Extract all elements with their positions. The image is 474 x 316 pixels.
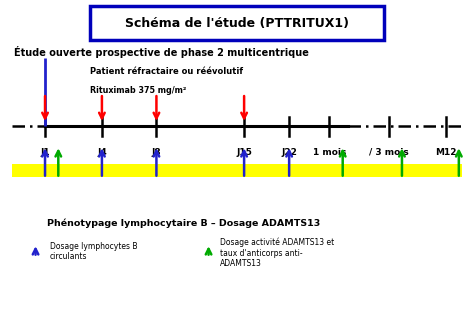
Text: J4: J4: [97, 148, 107, 157]
Text: 1 mois: 1 mois: [313, 148, 346, 157]
Text: / 3 mois: / 3 mois: [369, 148, 409, 157]
Text: Rituximab 375 mg/m²: Rituximab 375 mg/m²: [90, 86, 186, 94]
Text: J1: J1: [40, 148, 50, 157]
Text: J22: J22: [281, 148, 297, 157]
Text: Dosage activité ADAMTS13 et
taux d'anticorps anti-
ADAMTS13: Dosage activité ADAMTS13 et taux d'antic…: [220, 238, 335, 268]
Text: J15: J15: [236, 148, 252, 157]
Bar: [90, 6, 384, 40]
Text: Patient réfractaire ou réévolutif: Patient réfractaire ou réévolutif: [90, 67, 243, 76]
Text: Dosage lymphocytes B
circulants: Dosage lymphocytes B circulants: [50, 241, 137, 261]
Text: M12: M12: [435, 148, 456, 157]
Text: Phénotypage lymphocytaire B – Dosage ADAMTS13: Phénotypage lymphocytaire B – Dosage ADA…: [47, 218, 320, 228]
Text: J8: J8: [152, 148, 161, 157]
Text: Schéma de l'étude (PTTRITUX1): Schéma de l'étude (PTTRITUX1): [125, 16, 349, 30]
Bar: [12, 164, 462, 177]
Text: Étude ouverte prospective de phase 2 multicentrique: Étude ouverte prospective de phase 2 mul…: [14, 46, 309, 58]
